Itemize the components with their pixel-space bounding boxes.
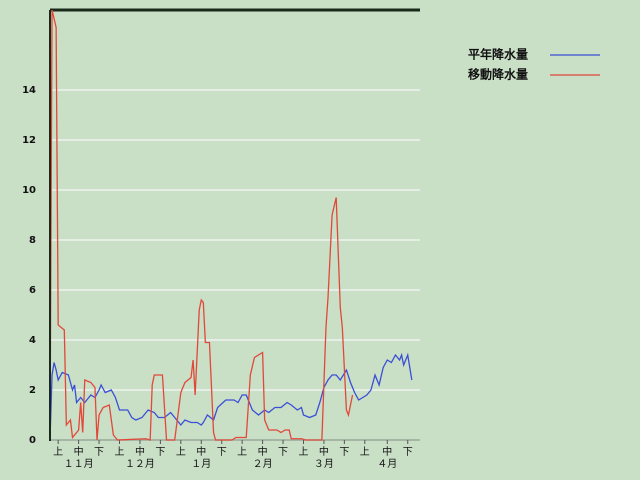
month-label: ２月: [253, 458, 273, 470]
x-tick-label: 上: [237, 446, 247, 458]
month-label: １２月: [125, 458, 155, 470]
series-line: [50, 352, 413, 441]
y-tick-label: 10: [22, 185, 36, 196]
x-tick-label: 上: [298, 446, 308, 458]
x-tick-label: 中: [382, 445, 392, 458]
month-label: ３月: [314, 458, 334, 470]
month-label: １１月: [64, 458, 94, 470]
y-tick-label: 0: [29, 435, 36, 446]
month-label: ４月: [377, 458, 397, 470]
x-tick-label: 中: [196, 445, 206, 458]
x-tick-label: 上: [176, 446, 186, 458]
x-tick-label: 中: [135, 445, 145, 458]
x-tick-label: 中: [74, 445, 84, 458]
x-tick-label: 下: [339, 447, 349, 458]
x-tick-label: 上: [115, 446, 125, 458]
x-tick-label: 下: [94, 447, 104, 458]
legend-label: 移動降水量: [468, 67, 528, 82]
x-tick-label: 下: [278, 447, 288, 458]
x-tick-label: 中: [258, 445, 268, 458]
plot-lines: [50, 10, 413, 441]
legend-label: 平年降水量: [468, 47, 528, 62]
y-tick-label: 12: [22, 135, 36, 146]
x-tick-label: 上: [53, 446, 63, 458]
series-line: [50, 10, 354, 441]
x-tick-label: 下: [217, 447, 227, 458]
x-tick-label: 下: [155, 447, 165, 458]
x-tick-label: 上: [360, 446, 370, 458]
month-label: １月: [191, 458, 211, 470]
x-tick-label: 中: [319, 445, 329, 458]
y-tick-label: 8: [29, 235, 36, 246]
y-tick-label: 2: [29, 385, 36, 396]
x-tick-label: 下: [403, 447, 413, 458]
y-tick-label: 14: [22, 85, 36, 96]
y-tick-label: 4: [29, 335, 36, 346]
y-tick-label: 6: [29, 285, 36, 296]
